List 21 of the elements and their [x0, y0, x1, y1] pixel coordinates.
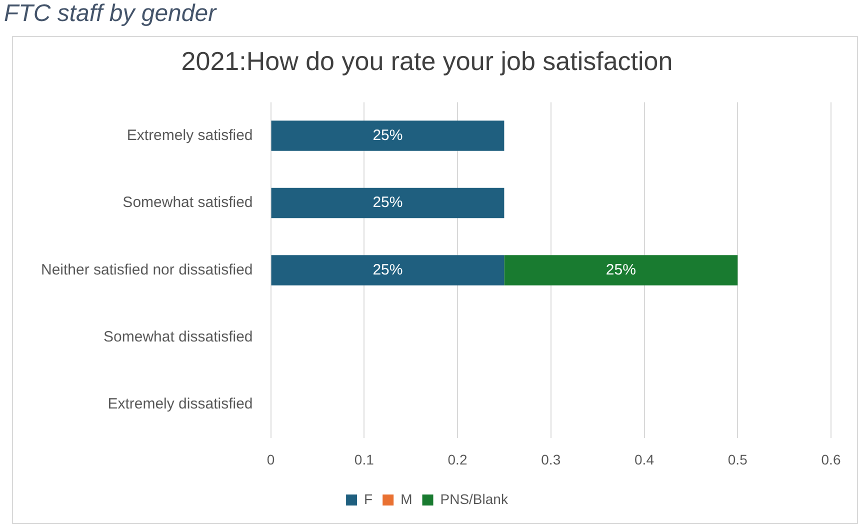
y-tick-label: Somewhat dissatisfied	[104, 328, 253, 346]
x-tick-label: 0	[266, 451, 275, 468]
x-tick-label: 0.6	[821, 451, 841, 468]
y-tick-label: Somewhat satisfied	[122, 194, 253, 212]
data-label: 25%	[372, 126, 403, 144]
x-tick-label: 0.2	[448, 451, 468, 468]
x-tick-label: 0.4	[634, 451, 654, 468]
y-tick-label: Neither satisfied nor dissatisfied	[41, 261, 253, 278]
legend-label: PNS/Blank	[440, 490, 509, 507]
y-tick-label: Extremely satisfied	[126, 126, 253, 144]
x-tick-label: 0.5	[728, 451, 748, 468]
data-label: 25%	[606, 261, 636, 278]
legend-label: M	[400, 490, 412, 507]
y-tick-label: Extremely dissatisfied	[108, 396, 253, 413]
chart-title: 2021:How do you rate your job satisfaction	[181, 46, 673, 76]
x-tick-label: 0.3	[541, 451, 561, 468]
text: FTC staff by gender	[4, 0, 216, 28]
data-label: 25%	[372, 261, 403, 278]
data-label: 25%	[372, 194, 403, 212]
x-tick-label: 0.1	[354, 451, 374, 468]
legend-label: F	[364, 490, 373, 507]
